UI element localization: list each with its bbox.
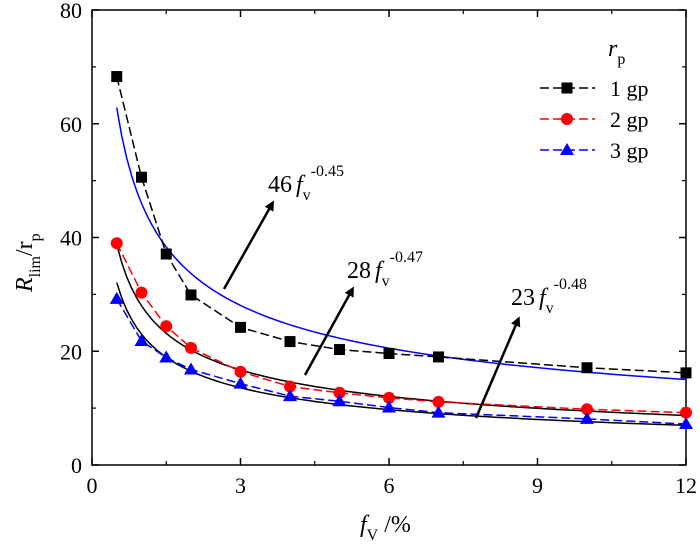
data-point-series-1 xyxy=(136,171,147,183)
data-point-series-2 xyxy=(284,380,296,393)
y-tick-label: 0 xyxy=(71,453,82,478)
fit-label-46-var: f xyxy=(296,172,306,198)
data-point-series-2 xyxy=(432,395,445,408)
x-tick-label: 9 xyxy=(532,473,543,498)
data-point-series-3 xyxy=(159,350,174,363)
data-point-series-1 xyxy=(160,248,172,260)
fit-label-46-exp: -0.45 xyxy=(311,163,344,180)
data-point-series-1 xyxy=(185,289,197,301)
arrow-46 xyxy=(222,200,274,290)
data-point-series-2 xyxy=(680,406,692,419)
y-axis-label-mid: /r xyxy=(12,241,38,256)
data-point-series-3 xyxy=(184,362,198,375)
legend-entries: 1 gp 2 gp 3 gp xyxy=(540,76,649,163)
y-tick-label: 60 xyxy=(60,112,82,137)
legend-marker xyxy=(561,113,573,125)
fit-label-28: 28 fv-0.47 xyxy=(347,249,423,290)
fit-label-28-coef: 28 xyxy=(347,258,371,284)
data-point-series-3 xyxy=(109,291,124,304)
x-tick-label: 0 xyxy=(87,473,98,498)
arrow-23 xyxy=(474,316,521,419)
data-point-series-3 xyxy=(580,411,594,424)
x-axis-label-var: f xyxy=(360,512,370,538)
fit-label-28-exp: -0.47 xyxy=(390,249,423,266)
x-axis-label-sub: V xyxy=(367,527,379,544)
y-tick-labels: 0 20 40 60 80 xyxy=(60,0,82,478)
annotation-arrows xyxy=(222,200,521,419)
legend-marker xyxy=(560,143,574,155)
legend-title: rp xyxy=(608,36,625,68)
data-point-series-1 xyxy=(433,351,444,363)
x-tick-label: 12 xyxy=(675,473,697,498)
data-point-series-1 xyxy=(334,344,345,356)
fit-label-23-sub: v xyxy=(546,300,554,317)
y-tick-label: 80 xyxy=(60,0,82,23)
legend-marker xyxy=(561,82,573,94)
x-axis-label: fV /% xyxy=(360,512,411,544)
data-point-series-2 xyxy=(185,341,197,354)
data-point-series-2 xyxy=(333,386,346,399)
data-point-series-3 xyxy=(233,376,248,389)
data-point-series-2 xyxy=(581,403,593,416)
arrow-28 xyxy=(303,286,354,376)
fit-label-28-var: f xyxy=(375,258,385,284)
data-point-series-3 xyxy=(283,389,297,402)
x-axis-label-rest: /% xyxy=(378,512,411,538)
data-point-series-3 xyxy=(431,405,446,418)
fit-label-23-exp: -0.48 xyxy=(554,276,587,293)
legend-title-sub: p xyxy=(617,51,625,68)
y-axis-label-sub: lim xyxy=(27,255,44,277)
data-point-series-1 xyxy=(680,367,692,379)
y-tick-label: 20 xyxy=(60,339,82,364)
data-point-series-3 xyxy=(134,334,149,347)
data-point-series-3 xyxy=(332,394,347,407)
legend-label: 1 gp xyxy=(610,76,649,101)
data-point-series-1 xyxy=(235,321,246,333)
data-point-series-3 xyxy=(382,400,396,413)
plot-area xyxy=(91,9,687,466)
data-point-series-1 xyxy=(284,336,296,348)
legend-label: 3 gp xyxy=(610,138,649,163)
data-point-series-1 xyxy=(383,348,395,360)
fit-label-23-var: f xyxy=(539,285,549,311)
data-point-series-2 xyxy=(383,391,395,404)
y-axis-label: Rlim/rp xyxy=(12,233,44,293)
axis-ticks xyxy=(91,9,687,466)
data-point-series-1 xyxy=(581,362,593,374)
data-point-series-2 xyxy=(135,286,148,299)
legend-title-var: r xyxy=(608,36,618,62)
data-point-series-2 xyxy=(110,237,123,250)
data-point-series-3 xyxy=(679,417,693,430)
fit-label-46-sub: v xyxy=(303,187,311,204)
series-markers xyxy=(109,71,693,430)
fit-label-23-coef: 23 xyxy=(511,285,535,311)
legend: rp 1 gp 2 gp 3 gp xyxy=(540,36,649,163)
y-axis-label-var: R xyxy=(12,277,38,293)
legend-label: 2 gp xyxy=(610,107,649,132)
fit-label-23: 23 fv-0.48 xyxy=(511,276,587,317)
fit-label-46: 46 fv-0.45 xyxy=(268,163,344,204)
y-tick-label: 40 xyxy=(60,226,82,251)
fit-label-28-sub: v xyxy=(382,273,390,290)
x-tick-label: 6 xyxy=(384,473,395,498)
data-point-series-2 xyxy=(160,320,173,333)
x-tick-label: 3 xyxy=(235,473,246,498)
data-point-series-1 xyxy=(111,71,123,83)
x-tick-labels: 0 3 6 9 12 xyxy=(87,473,698,498)
data-point-series-2 xyxy=(234,365,247,378)
fit-label-46-coef: 46 xyxy=(268,172,292,198)
y-axis-label-sub2: p xyxy=(27,233,44,241)
